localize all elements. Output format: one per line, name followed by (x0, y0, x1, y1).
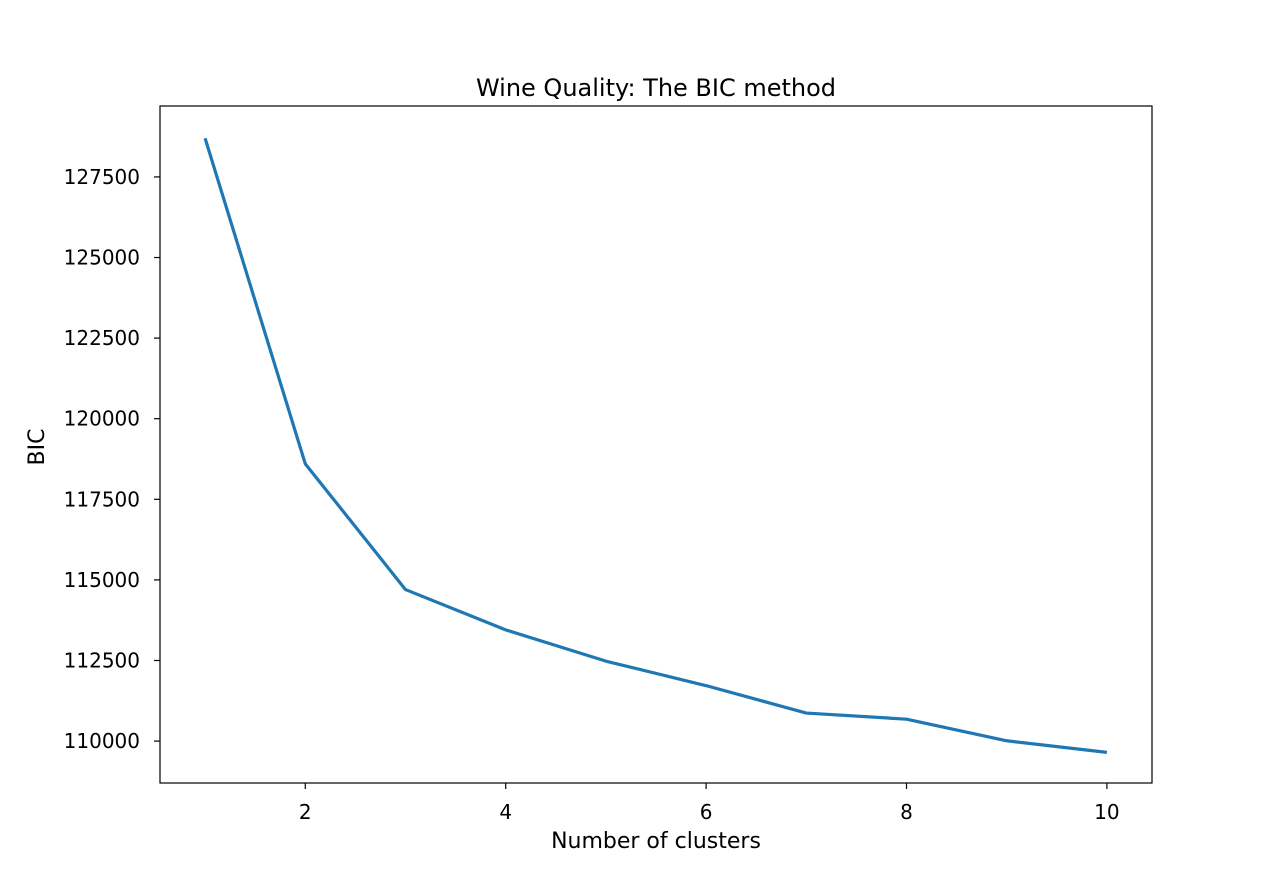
y-tick-label: 122500 (64, 326, 140, 350)
y-axis-ticks: 110000 112500 115000 117500 120000 122500 1250… (64, 165, 160, 753)
y-tick-label: 120000 (64, 407, 140, 431)
x-axis-ticks: 2 4 6 8 10 (299, 783, 1120, 824)
x-tick-label: 4 (499, 800, 512, 824)
y-tick-label: 110000 (64, 729, 140, 753)
y-tick-label: 115000 (64, 568, 140, 592)
x-tick-label: 2 (299, 800, 312, 824)
y-tick-label: 127500 (64, 165, 140, 189)
chart-title: Wine Quality: The BIC method (476, 74, 836, 102)
series-layer (205, 138, 1107, 752)
x-tick-label: 6 (700, 800, 713, 824)
x-tick-label: 10 (1094, 800, 1119, 824)
y-axis-label: BIC (25, 429, 50, 466)
x-axis-label: Number of clusters (551, 829, 761, 854)
plot-area-frame (160, 106, 1152, 783)
y-tick-label: 125000 (64, 246, 140, 270)
x-tick-label: 8 (900, 800, 913, 824)
y-tick-label: 117500 (64, 487, 140, 511)
bic-series-line (205, 138, 1107, 752)
y-tick-label: 112500 (64, 648, 140, 672)
